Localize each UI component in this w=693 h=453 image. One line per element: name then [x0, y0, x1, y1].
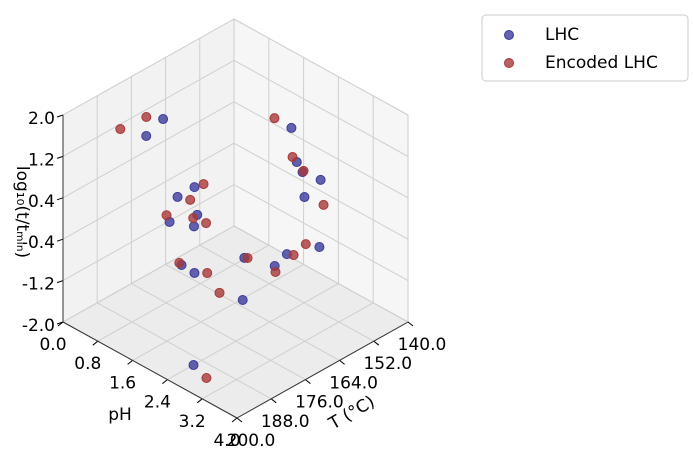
- z-tick-label: -0.4: [22, 233, 55, 253]
- point: [161, 210, 172, 221]
- x-axis-line: [236, 321, 409, 419]
- grid-line: [96, 302, 272, 400]
- grid-line: [62, 101, 235, 199]
- tick-mark: [56, 155, 64, 159]
- point: [174, 257, 185, 268]
- point: [141, 130, 152, 141]
- tick-mark: [339, 360, 345, 365]
- y-axis-title: pH: [108, 405, 132, 425]
- legend-label: LHC: [545, 25, 579, 45]
- grid-line: [62, 59, 235, 157]
- point: [115, 124, 126, 135]
- point: [300, 239, 311, 250]
- z-tick-label: -2.0: [22, 316, 55, 336]
- point: [269, 113, 280, 124]
- x-tick-label: 188.0: [261, 412, 310, 432]
- point: [314, 241, 325, 252]
- grid-line: [62, 184, 235, 282]
- tick-mark: [305, 379, 311, 384]
- point: [237, 294, 248, 305]
- tick-mark: [56, 321, 64, 325]
- y-axis-line: [62, 321, 238, 419]
- tick-mark: [56, 238, 64, 242]
- grid-line: [132, 263, 304, 361]
- point: [189, 182, 200, 193]
- grid-line: [233, 59, 409, 157]
- point: [214, 287, 225, 298]
- tick-mark: [407, 321, 414, 327]
- legend-marker: [504, 30, 514, 40]
- tick-mark: [270, 398, 277, 404]
- y-tick-label: 4.0: [213, 431, 240, 449]
- point: [172, 191, 183, 202]
- point: [315, 174, 326, 185]
- panes: [61, 18, 410, 419]
- grid-line: [233, 18, 409, 116]
- grid-line: [62, 142, 235, 240]
- y-tick-label: 2.4: [144, 393, 171, 413]
- z-tick-label: -1.2: [22, 275, 55, 295]
- grid-line: [62, 225, 235, 323]
- grid-line: [233, 225, 409, 323]
- point: [242, 252, 253, 263]
- grid-line: [131, 283, 306, 381]
- z-tick-label: 1.2: [28, 150, 55, 170]
- y-tick-label: 0.0: [39, 335, 66, 355]
- point: [201, 218, 212, 229]
- grid-line: [62, 18, 235, 116]
- x-tick-label: 164.0: [329, 373, 378, 393]
- z-tick-label: 0.4: [28, 192, 55, 212]
- tick-mark: [162, 379, 168, 384]
- x-tick-label: 152.0: [363, 354, 412, 374]
- tick-mark: [56, 114, 64, 118]
- point: [188, 360, 199, 371]
- grid-line: [233, 184, 409, 282]
- tick-mark: [196, 398, 203, 404]
- point: [270, 267, 281, 278]
- grid-line: [201, 302, 374, 400]
- point: [298, 165, 309, 176]
- point: [185, 194, 196, 205]
- point: [188, 213, 199, 224]
- legend-marker: [504, 58, 514, 68]
- tick-mark: [127, 360, 133, 365]
- tick-mark: [92, 340, 99, 346]
- point: [201, 372, 212, 383]
- point: [188, 221, 199, 232]
- grid-line: [233, 142, 409, 240]
- point: [158, 114, 169, 125]
- x-tick-label: 176.0: [295, 393, 344, 413]
- point: [189, 267, 200, 278]
- grid-line: [165, 263, 340, 361]
- grid-line: [97, 244, 270, 342]
- points: [115, 111, 329, 383]
- legend: LHC Encoded LHC: [504, 25, 658, 73]
- y-tick-label: 1.6: [109, 373, 136, 393]
- y-tick-label: 3.2: [179, 412, 206, 432]
- point: [286, 122, 297, 133]
- tick-mark: [231, 417, 238, 423]
- point: [202, 268, 213, 279]
- tick-mark: [236, 417, 243, 423]
- grid-line: [233, 101, 409, 199]
- point: [288, 250, 299, 261]
- point: [141, 111, 152, 122]
- point: [287, 151, 298, 162]
- grid-line: [199, 244, 375, 342]
- x-tick-label: 140.0: [398, 335, 447, 355]
- point: [318, 199, 329, 210]
- z-axis-title: log₁₀(t/tₘᵢₙ): [12, 166, 32, 258]
- tick-mark: [56, 197, 64, 201]
- tick-mark: [373, 340, 380, 346]
- x-tick-label: 200.0: [227, 431, 276, 449]
- y-tick-label: 0.8: [74, 354, 101, 374]
- point: [299, 192, 310, 203]
- legend-box: [481, 14, 689, 82]
- tick-mark: [56, 280, 64, 284]
- z-tick-label: 2.0: [28, 109, 55, 129]
- point: [198, 179, 209, 190]
- legend-label: Encoded LHC: [545, 53, 658, 73]
